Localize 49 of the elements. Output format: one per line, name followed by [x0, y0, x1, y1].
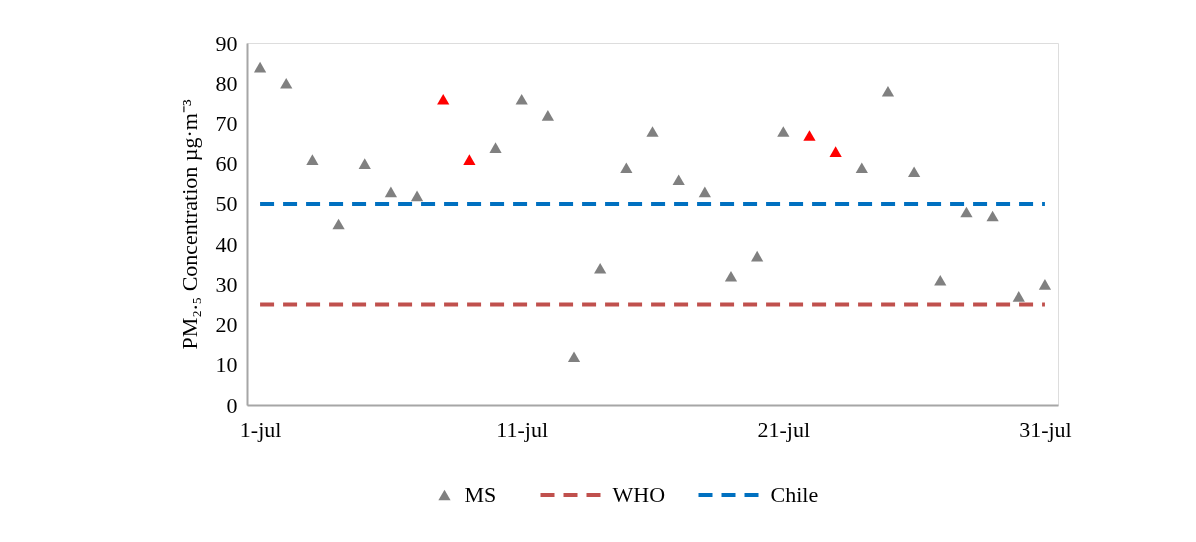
- y-tick-label: 90: [215, 30, 238, 56]
- y-tick-label: 0: [226, 392, 238, 418]
- point: [698, 186, 711, 198]
- point: [934, 275, 947, 286]
- point: [253, 61, 267, 73]
- point: [620, 162, 633, 173]
- point: [437, 94, 450, 105]
- point: [986, 210, 999, 222]
- y-tick-label: 30: [215, 271, 238, 297]
- x-tick-label: 31-jul: [1019, 416, 1072, 442]
- y-tick-label: 40: [215, 231, 238, 257]
- point: [777, 126, 790, 137]
- point: [515, 94, 528, 105]
- point: [463, 154, 476, 165]
- point: [960, 206, 973, 218]
- point: [541, 110, 554, 121]
- point: [672, 174, 685, 186]
- point: [306, 154, 319, 165]
- point: [280, 77, 293, 89]
- point: [384, 186, 398, 198]
- point: [907, 166, 921, 178]
- y-tick-label: 60: [215, 151, 238, 177]
- point: [803, 130, 816, 141]
- point: [881, 85, 895, 97]
- point: [1012, 291, 1025, 302]
- point: [724, 270, 738, 282]
- x-tick-label: 11-jul: [496, 416, 549, 442]
- x-tick-label: 1-jul: [239, 416, 282, 442]
- point: [594, 262, 607, 274]
- point: [751, 250, 764, 262]
- point: [646, 126, 659, 137]
- y-tick-label: 50: [215, 191, 238, 217]
- legend-label: WHO: [612, 482, 666, 507]
- point: [829, 146, 842, 157]
- legend-label: MS: [464, 482, 497, 507]
- x-tick-label: 21-jul: [757, 416, 811, 442]
- y-tick-label: 80: [215, 70, 238, 96]
- legend-label: Chile: [770, 482, 819, 507]
- point: [1038, 279, 1052, 290]
- point: [358, 158, 371, 169]
- y-axis-title: PM₂.₅ Concentration µg·m⁻³: [176, 99, 202, 350]
- y-tick-label: 70: [215, 110, 238, 136]
- point: [855, 162, 868, 173]
- point: [489, 142, 502, 153]
- point: [410, 190, 424, 202]
- y-tick-label: 10: [215, 352, 238, 378]
- point: [332, 218, 345, 230]
- y-tick-label: 20: [215, 312, 238, 338]
- point: [567, 351, 581, 363]
